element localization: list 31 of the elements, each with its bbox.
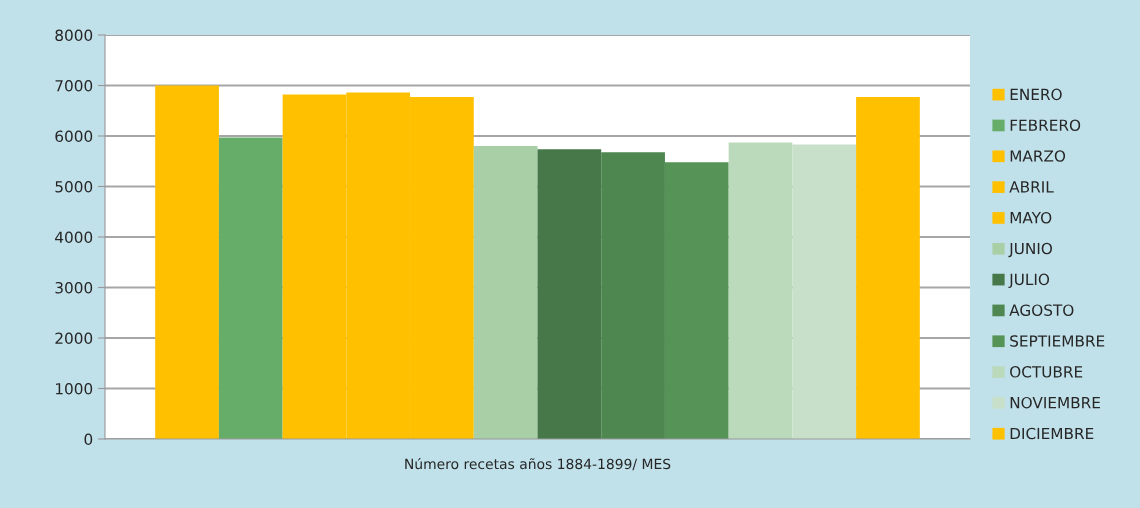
- bar: [792, 144, 857, 439]
- bar: [218, 137, 283, 439]
- y-tick-label: 5000: [55, 180, 93, 193]
- bar: [664, 162, 729, 439]
- y-tick-label: 1000: [55, 382, 93, 395]
- y-tick-label: 0: [84, 433, 93, 446]
- legend-label: FEBRERO: [1010, 119, 1081, 131]
- y-tick-label: 2000: [55, 332, 93, 345]
- legend-label: NOVIEMBRE: [1010, 396, 1100, 409]
- legend-label: OCTUBRE: [1010, 366, 1083, 378]
- y-tick-label: 4000: [55, 231, 93, 244]
- x-tick-label: Número recetas años 1884-1899/ MES: [405, 457, 671, 471]
- legend-label: AGOSTO: [1009, 304, 1074, 316]
- bar: [537, 149, 602, 439]
- legend-label: ENERO: [1010, 88, 1062, 101]
- y-tick-label: 3000: [55, 281, 93, 294]
- bar: [856, 97, 920, 439]
- bar: [155, 85, 219, 439]
- bar: [728, 142, 793, 439]
- y-tick-label: 7000: [55, 79, 93, 92]
- legend-label: MAYO: [1010, 211, 1052, 224]
- legend-label: DICIEMBRE: [1010, 427, 1094, 440]
- legend-label: JULIO: [1008, 273, 1050, 288]
- y-tick-label: 8000: [55, 29, 93, 42]
- legend-label: ABRIL: [1009, 181, 1054, 193]
- legend-label: MARZO: [1010, 150, 1066, 162]
- y-tick-label: 6000: [55, 130, 93, 143]
- bar: [601, 152, 665, 439]
- legend-label: JUNIO: [1008, 242, 1052, 258]
- bar: [473, 146, 538, 439]
- legend-label: SEPTIEMBRE: [1010, 335, 1105, 347]
